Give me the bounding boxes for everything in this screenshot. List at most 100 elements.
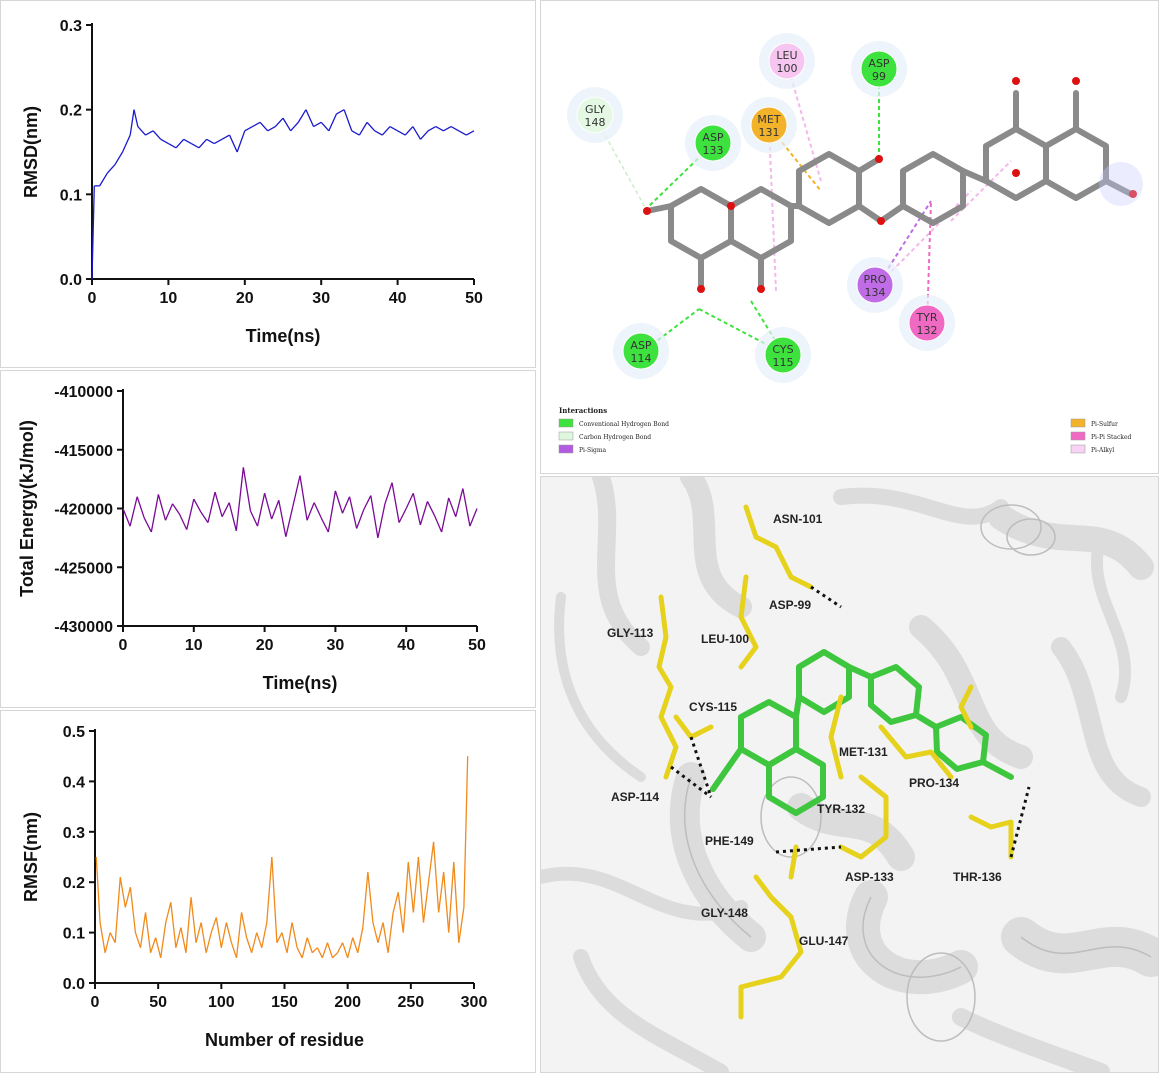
- chart-2-y-tick-label: 0.3: [63, 825, 85, 842]
- chart-1-x-tick-label: 10: [185, 637, 203, 654]
- chart-2-segment: [185, 897, 192, 953]
- chart-0-segment: [114, 151, 124, 166]
- chart-2-segment: [281, 932, 288, 953]
- label-met-131: MET-131: [839, 745, 888, 759]
- rmsf-chart: 0 50 100 150 200 250 300 0.0 0.1 0.2 0.3 0.4 0.5 Numb…: [21, 724, 487, 1050]
- chart-2-segment: [119, 877, 126, 908]
- chart-1-segment: [313, 502, 322, 519]
- chart-2-segment: [306, 937, 313, 953]
- chart-1-segment: [440, 497, 450, 533]
- residue-circle: [694, 124, 732, 162]
- residue-circle: [908, 304, 946, 342]
- chart-2-segment: [256, 932, 263, 948]
- chart-0-segment: [358, 122, 368, 136]
- label-thr-136: THR-136: [953, 870, 1002, 884]
- chart-1-segment: [214, 491, 223, 517]
- chart-2-segment: [387, 912, 394, 953]
- chart-0-segment: [466, 130, 475, 136]
- chart-2-segment: [276, 932, 283, 943]
- chart-1-series-0: [122, 467, 478, 539]
- protein-3d-structure: ASN-101 ASP-99 LEU-100 GLY-113 CYS-115 M…: [541, 477, 1158, 1072]
- chart-2-segment: [134, 932, 142, 948]
- chart-2-segment: [175, 927, 182, 948]
- chart-2-segment: [210, 917, 217, 933]
- chart-1-segment: [398, 508, 407, 523]
- energy-chart: 0 10 20 30 40 50 -430000 -425000 -420000 -415000 -…: [17, 384, 486, 693]
- chart-1-x-axis-title: Time(ns): [263, 673, 338, 693]
- chart-2-segment: [301, 937, 308, 958]
- chart-0-segment: [175, 138, 185, 149]
- chart-2-series-0: [95, 756, 469, 959]
- chart-0-y-tick-label: 0.0: [60, 272, 82, 289]
- chart-2-segment: [352, 937, 359, 953]
- chart-0-segment: [458, 130, 467, 136]
- residue-name: GLY: [585, 103, 605, 116]
- chart-2-segment: [230, 942, 238, 959]
- legend-item: Carbon Hydrogen Bond: [558, 431, 651, 441]
- residue-name: PRO: [864, 273, 887, 286]
- chart-2-segment: [220, 922, 228, 948]
- chart-0-segment: [191, 142, 200, 149]
- interaction-legend: Interactions Conventional Hydrogen Bond C…: [558, 406, 1131, 454]
- chart-2-segment: [347, 937, 354, 958]
- chart-1-segment: [448, 497, 457, 517]
- legend-label: Pi-Sulfur: [1091, 421, 1118, 428]
- chart-1-segment: [306, 502, 315, 521]
- label-asp-99: ASP-99: [769, 598, 811, 612]
- chart-0-segment: [221, 134, 230, 140]
- chart-2-x-tick-label: 150: [271, 994, 298, 1011]
- label-tyr-132: TYR-132: [817, 802, 865, 816]
- chart-0-y-axis-title: RMSD(nm): [21, 106, 41, 198]
- chart-0-segment: [168, 142, 177, 149]
- ligand-atoms: [643, 77, 1143, 293]
- chart-1-segment: [384, 482, 393, 505]
- chart-0-x-axis-title: Time(ns): [246, 326, 321, 346]
- chart-1-y-tick-label: -430000: [54, 619, 113, 636]
- chart-1-segment: [242, 467, 252, 511]
- chart-2-segment: [149, 937, 157, 953]
- chart-0-segment: [397, 130, 406, 136]
- chart-2-y-tick-label: 0.5: [63, 724, 85, 741]
- label-leu-100: LEU-100: [701, 632, 749, 646]
- legend-label: Pi-Alkyl: [1091, 447, 1114, 454]
- legend-item: Pi-Sulfur: [1070, 418, 1118, 428]
- chart-0-x-tick-label: 10: [160, 290, 178, 307]
- chart-2-segment: [195, 922, 202, 943]
- legend-label: Carbon Hydrogen Bond: [579, 434, 651, 441]
- chart-2-segment: [155, 937, 162, 958]
- chart-2-segment: [357, 927, 364, 953]
- chart-1-segment: [271, 500, 280, 520]
- chart-2-segment: [437, 872, 445, 913]
- chart-1-segment: [363, 495, 372, 510]
- chart-1-segment: [320, 517, 329, 533]
- chart-0-segment: [328, 113, 338, 132]
- chart-1-segment: [278, 500, 287, 537]
- chart-0-segment: [443, 126, 452, 132]
- interaction-diagram-panel: LEU 100 ASP 99 GLY 148 MET 131 ASP 133 PRO 134 TYR 13…: [540, 0, 1159, 474]
- legend-item: Pi-Pi Stacked: [1070, 431, 1131, 441]
- chart-0-segment: [351, 130, 360, 136]
- residue-number: 131: [759, 126, 780, 139]
- residue-circle: [576, 96, 614, 134]
- chart-0-segment: [145, 130, 154, 136]
- residue-name: LEU: [776, 49, 797, 62]
- chart-1-segment: [341, 496, 351, 514]
- chart-1-segment: [356, 509, 365, 529]
- chart-2-segment: [321, 942, 329, 959]
- residue-circle: [856, 266, 894, 304]
- chart-1-segment: [235, 467, 245, 531]
- chart-2-segment: [124, 887, 132, 908]
- chart-2-y-tick-label: 0.1: [63, 926, 85, 943]
- residue-number: 99: [872, 70, 886, 83]
- chart-2-x-tick-label: 200: [334, 994, 361, 1011]
- chart-1-segment: [200, 511, 209, 523]
- residue-name: TYR: [915, 311, 937, 324]
- chart-1-y-tick-label: -410000: [54, 384, 113, 401]
- chart-0-segment: [133, 109, 139, 127]
- chart-2-segment: [99, 922, 106, 953]
- residue-name: CYS: [772, 343, 793, 356]
